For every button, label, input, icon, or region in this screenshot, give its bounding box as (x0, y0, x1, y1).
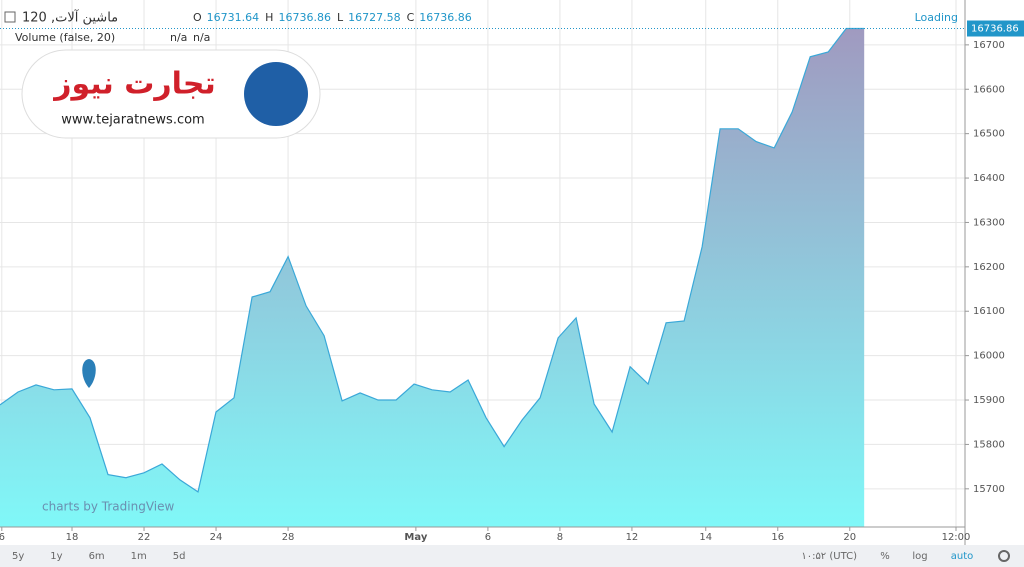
option-button[interactable]: auto (951, 551, 974, 562)
y-tick-label: 16300 (973, 217, 1005, 228)
y-tick-label: 15700 (973, 484, 1005, 495)
x-tick-label: 22 (138, 532, 151, 543)
area-fill (0, 28, 865, 527)
ohlc-value: 16736.86 (278, 11, 331, 24)
ohlc-value: 16731.64 (207, 11, 260, 24)
ohlc-key: L (337, 11, 344, 24)
x-tick-label: 12 (626, 532, 639, 543)
range-button[interactable]: 1m (131, 551, 147, 562)
volume-value: n/a (193, 31, 210, 44)
y-tick-label: 15800 (973, 439, 1005, 450)
option-button[interactable]: log (912, 551, 927, 562)
ohlc-value: 16736.86 (419, 11, 472, 24)
ohlc-key: H (265, 11, 273, 24)
ohlc-value: 16727.58 (348, 11, 401, 24)
y-tick-label: 15900 (973, 395, 1005, 406)
x-tick-label: 14 (699, 532, 712, 543)
y-tick-label: 16400 (973, 173, 1005, 184)
y-tick-label: 16700 (973, 40, 1005, 51)
logo-url: www.tejaratnews.com (61, 113, 204, 128)
x-tick-label: 20 (843, 532, 856, 543)
y-tick-label: 16000 (973, 351, 1005, 362)
x-tick-label: 24 (210, 532, 223, 543)
range-button[interactable]: 5y (12, 551, 24, 562)
logo-badge (21, 49, 321, 139)
y-tick-label: 16500 (973, 129, 1005, 140)
range-button[interactable]: 6m (89, 551, 105, 562)
logo-icon (244, 62, 308, 126)
y-tick-label: 16100 (973, 306, 1005, 317)
last-price-tag (967, 20, 1024, 37)
range-button[interactable]: 5d (173, 551, 186, 562)
y-tick-label: 16600 (973, 84, 1005, 95)
x-tick-label: 8 (557, 532, 563, 543)
logo-name: تجارت نیوز (52, 67, 216, 102)
x-tick-label: 28 (282, 532, 295, 543)
status: Loading (915, 11, 958, 24)
collapse-icon[interactable] (4, 11, 16, 23)
x-tick-label: 6 (485, 532, 491, 543)
x-tick-label: 16 (771, 532, 784, 543)
ohlc-key: C (407, 11, 415, 24)
time-label: ۱۰:۵۲ (UTC) (801, 551, 857, 562)
last-price-label: 16736.86 (971, 23, 1019, 34)
settings-icon[interactable] (998, 550, 1010, 562)
x-tick-label: 12:00 (942, 532, 971, 543)
volume-label: Volume (false, 20) (15, 31, 115, 44)
bottom-toolbar (0, 545, 1024, 567)
x-tick-label: May (404, 532, 427, 543)
range-button[interactable]: 1y (50, 551, 62, 562)
area-line (0, 27, 865, 493)
volume-value: n/a (170, 31, 187, 44)
x-tick-label: 6 (0, 532, 5, 543)
marker-pin[interactable] (82, 359, 96, 388)
x-tick-label: 18 (66, 532, 79, 543)
option-button[interactable]: % (880, 551, 890, 562)
y-tick-label: 16200 (973, 262, 1005, 273)
ohlc-key: O (193, 11, 202, 24)
logo: تجارت نیوز www.tejaratnews.com (21, 49, 321, 139)
watermark: charts by TradingView (42, 500, 174, 514)
symbol: ماشین آلات, 120 (22, 9, 118, 26)
